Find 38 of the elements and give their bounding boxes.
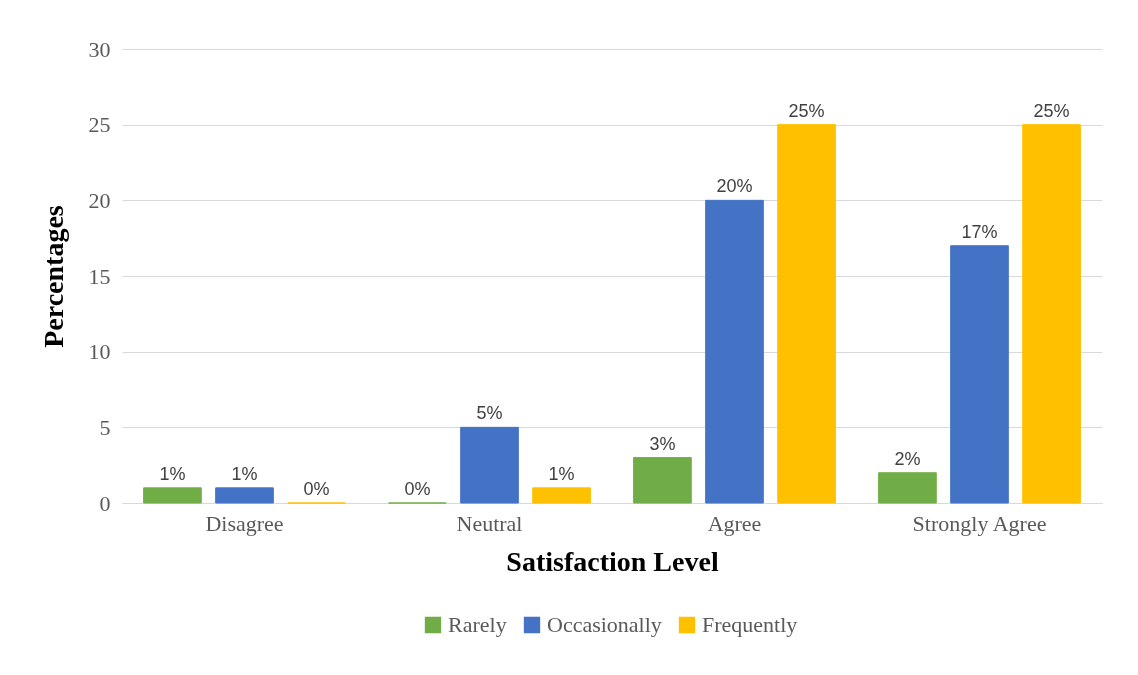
x-tick-label: Agree <box>707 510 762 536</box>
bar <box>1022 124 1081 504</box>
y-tick-label: 25 <box>88 112 111 138</box>
x-tick-label: Strongly Agree <box>912 510 1047 536</box>
data-label: 1% <box>231 463 258 484</box>
x-tick-label: Disagree <box>205 510 284 536</box>
data-label: 0% <box>404 479 431 499</box>
data-label: 25% <box>1033 100 1070 121</box>
bar <box>705 199 764 504</box>
bar <box>777 124 836 504</box>
x-axis-title: Satisfaction Level <box>506 545 719 577</box>
y-tick-label: 0 <box>99 490 111 516</box>
data-label: 2% <box>894 448 921 469</box>
bar <box>215 487 274 504</box>
bar <box>532 487 591 504</box>
data-label: 1% <box>548 463 575 484</box>
data-label: 5% <box>476 403 503 424</box>
y-axis-title: Percentages <box>37 205 69 348</box>
data-label: 0% <box>303 479 330 499</box>
data-label: 3% <box>649 433 676 454</box>
x-tick-label: Neutral <box>456 510 523 536</box>
bar <box>143 487 202 504</box>
bar <box>460 426 519 504</box>
y-tick-label: 15 <box>88 263 111 289</box>
legend-label: Occasionally <box>547 612 662 637</box>
bar <box>950 245 1009 504</box>
data-label: 17% <box>961 221 998 242</box>
legend-label: Frequently <box>702 612 798 637</box>
y-tick-label: 5 <box>99 414 111 440</box>
legend-label: Rarely <box>448 612 507 637</box>
data-label: 20% <box>716 176 753 197</box>
bar <box>633 457 692 504</box>
bar <box>878 472 937 504</box>
y-tick-label: 20 <box>88 187 111 213</box>
y-tick-label: 10 <box>88 339 111 365</box>
data-label: 25% <box>788 100 825 121</box>
data-label: 1% <box>159 463 186 484</box>
y-tick-label: 30 <box>88 36 111 62</box>
